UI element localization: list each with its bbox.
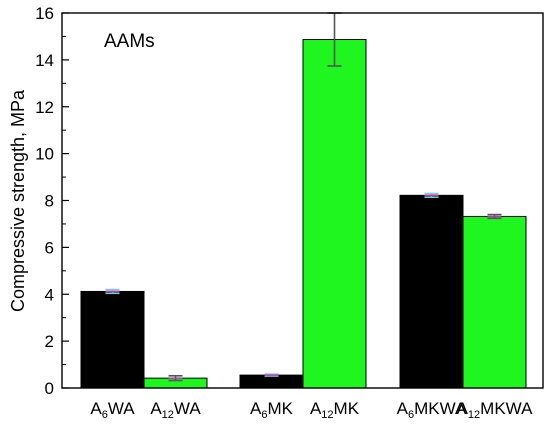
x-tick-label: A6MKWA: [397, 399, 467, 421]
bar: [462, 215, 527, 389]
y-tick-label: 2: [45, 332, 54, 351]
x-tick-label: A12MKWA: [457, 399, 534, 421]
y-tick-label: 6: [45, 238, 54, 257]
x-tick-label: A6MK: [250, 399, 294, 421]
y-tick-label: 10: [35, 145, 54, 164]
chart-annotation: AAMs: [104, 31, 155, 52]
bar: [302, 38, 367, 389]
y-axis-label: Compressive strength, MPa: [8, 89, 28, 312]
y-tick-label: 14: [35, 51, 54, 70]
x-tick-label: A12MK: [310, 399, 360, 421]
y-tick-label: 12: [35, 98, 54, 117]
x-tick-label: A6WA: [90, 399, 135, 421]
bar: [80, 290, 145, 389]
bar: [239, 374, 304, 389]
bar: [399, 194, 464, 389]
y-tick-label: 4: [45, 285, 54, 304]
bars-layer: [80, 38, 527, 389]
y-tick-label: 8: [45, 192, 54, 211]
x-tick-label: A12WA: [150, 399, 201, 421]
y-tick-label: 0: [45, 379, 54, 398]
y-tick-label: 16: [35, 4, 54, 23]
